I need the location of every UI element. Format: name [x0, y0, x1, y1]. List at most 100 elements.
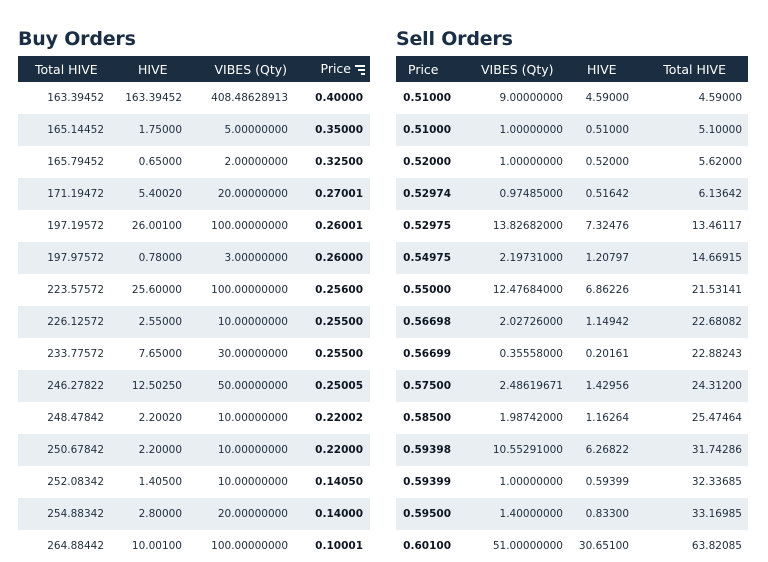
column-header-price[interactable]: Price [408, 61, 439, 77]
price-cell: 0.35000 [315, 124, 363, 136]
sell-orders-table: Price VIBES (Qty) HIVE Total HIVE 0.5100… [396, 56, 748, 562]
sell-order-row[interactable]: 0.59398 10.55291000 6.26822 31.74286 [396, 434, 748, 466]
total-hive-cell: 246.27822 [47, 380, 104, 392]
buy-order-row[interactable]: 197.19572 26.00100 100.00000000 0.26001 [18, 210, 370, 242]
buy-order-row[interactable]: 171.19472 5.40020 20.00000000 0.27001 [18, 178, 370, 210]
buy-orders-table: Total HIVE HIVE VIBES (Qty) Price 163.39… [18, 56, 370, 562]
buy-order-row[interactable]: 233.77572 7.65000 30.00000000 0.25500 [18, 338, 370, 370]
buy-order-row[interactable]: 163.39452 163.39452 408.48628913 0.40000 [18, 82, 370, 114]
price-cell: 0.25600 [315, 284, 363, 296]
total-hive-cell: 197.19572 [47, 220, 104, 232]
price-cell: 0.52000 [403, 156, 451, 168]
vibes-qty-cell: 30.00000000 [217, 348, 288, 360]
price-cell: 0.27001 [315, 188, 363, 200]
total-hive-cell: 21.53141 [691, 284, 742, 296]
buy-order-row[interactable]: 165.14452 1.75000 5.00000000 0.35000 [18, 114, 370, 146]
hive-cell: 6.86226 [585, 284, 629, 296]
column-header-total-hive[interactable]: Total HIVE [35, 61, 98, 77]
hive-cell: 0.20161 [585, 348, 629, 360]
sell-order-row[interactable]: 0.57500 2.48619671 1.42956 24.31200 [396, 370, 748, 402]
hive-cell: 30.65100 [578, 540, 629, 552]
column-header-hive[interactable]: HIVE [138, 61, 168, 77]
hive-cell: 2.80000 [138, 508, 182, 520]
total-hive-cell: 252.08342 [47, 476, 104, 488]
vibes-qty-cell: 0.97485000 [499, 188, 563, 200]
sell-order-row[interactable]: 0.54975 2.19731000 1.20797 14.66915 [396, 242, 748, 274]
total-hive-cell: 22.68082 [691, 316, 742, 328]
vibes-qty-cell: 10.55291000 [492, 444, 563, 456]
sell-orders-title: Sell Orders [396, 28, 513, 50]
vibes-qty-cell: 50.00000000 [217, 380, 288, 392]
price-cell: 0.54975 [403, 252, 451, 264]
sell-order-row[interactable]: 0.51000 1.00000000 0.51000 5.10000 [396, 114, 748, 146]
hive-cell: 10.00100 [131, 540, 182, 552]
sell-order-row[interactable]: 0.55000 12.47684000 6.86226 21.53141 [396, 274, 748, 306]
buy-order-row[interactable]: 264.88442 10.00100 100.00000000 0.10001 [18, 530, 370, 562]
hive-cell: 5.40020 [138, 188, 182, 200]
sort-icon[interactable] [355, 63, 365, 77]
column-header-vibes-qty[interactable]: VIBES (Qty) [214, 61, 287, 77]
total-hive-cell: 5.62000 [698, 156, 742, 168]
price-cell: 0.52974 [403, 188, 451, 200]
total-hive-cell: 163.39452 [47, 92, 104, 104]
buy-order-row[interactable]: 197.97572 0.78000 3.00000000 0.26000 [18, 242, 370, 274]
vibes-qty-cell: 10.00000000 [217, 412, 288, 424]
hive-cell: 7.32476 [585, 220, 629, 232]
total-hive-cell: 223.57572 [47, 284, 104, 296]
vibes-qty-cell: 408.48628913 [211, 92, 288, 104]
price-cell: 0.60100 [403, 540, 451, 552]
total-hive-cell: 264.88442 [47, 540, 104, 552]
vibes-qty-cell: 2.19731000 [499, 252, 563, 264]
buy-order-row[interactable]: 223.57572 25.60000 100.00000000 0.25600 [18, 274, 370, 306]
sell-orders-header: Price VIBES (Qty) HIVE Total HIVE [396, 56, 748, 82]
price-cell: 0.26000 [315, 252, 363, 264]
buy-orders-title: Buy Orders [18, 28, 136, 50]
sell-order-row[interactable]: 0.59500 1.40000000 0.83300 33.16985 [396, 498, 748, 530]
column-header-vibes-qty[interactable]: VIBES (Qty) [481, 61, 554, 77]
vibes-qty-cell: 10.00000000 [217, 316, 288, 328]
hive-cell: 163.39452 [125, 92, 182, 104]
buy-order-row[interactable]: 246.27822 12.50250 50.00000000 0.25005 [18, 370, 370, 402]
buy-order-row[interactable]: 254.88342 2.80000 20.00000000 0.14000 [18, 498, 370, 530]
vibes-qty-cell: 100.00000000 [211, 540, 288, 552]
buy-order-row[interactable]: 165.79452 0.65000 2.00000000 0.32500 [18, 146, 370, 178]
total-hive-cell: 250.67842 [47, 444, 104, 456]
sell-order-row[interactable]: 0.52974 0.97485000 0.51642 6.13642 [396, 178, 748, 210]
price-cell: 0.58500 [403, 412, 451, 424]
vibes-qty-cell: 1.40000000 [499, 508, 563, 520]
buy-order-row[interactable]: 252.08342 1.40500 10.00000000 0.14050 [18, 466, 370, 498]
hive-cell: 4.59000 [585, 92, 629, 104]
column-header-hive[interactable]: HIVE [587, 61, 617, 77]
buy-order-row[interactable]: 250.67842 2.20000 10.00000000 0.22000 [18, 434, 370, 466]
vibes-qty-cell: 10.00000000 [217, 476, 288, 488]
hive-cell: 0.51642 [585, 188, 629, 200]
column-header-total-hive[interactable]: Total HIVE [663, 61, 726, 77]
sell-order-row[interactable]: 0.60100 51.00000000 30.65100 63.82085 [396, 530, 748, 562]
total-hive-cell: 32.33685 [691, 476, 742, 488]
vibes-qty-cell: 1.00000000 [499, 476, 563, 488]
sell-order-row[interactable]: 0.56698 2.02726000 1.14942 22.68082 [396, 306, 748, 338]
sell-order-row[interactable]: 0.56699 0.35558000 0.20161 22.88243 [396, 338, 748, 370]
buy-order-row[interactable]: 226.12572 2.55000 10.00000000 0.25500 [18, 306, 370, 338]
vibes-qty-cell: 51.00000000 [492, 540, 563, 552]
sell-order-row[interactable]: 0.52000 1.00000000 0.52000 5.62000 [396, 146, 748, 178]
price-cell: 0.22002 [315, 412, 363, 424]
price-cell: 0.32500 [315, 156, 363, 168]
buy-order-row[interactable]: 248.47842 2.20020 10.00000000 0.22002 [18, 402, 370, 434]
sell-order-row[interactable]: 0.58500 1.98742000 1.16264 25.47464 [396, 402, 748, 434]
hive-cell: 1.40500 [138, 476, 182, 488]
sell-order-row[interactable]: 0.52975 13.82682000 7.32476 13.46117 [396, 210, 748, 242]
sell-order-row[interactable]: 0.51000 9.00000000 4.59000 4.59000 [396, 82, 748, 114]
total-hive-cell: 165.14452 [47, 124, 104, 136]
total-hive-cell: 4.59000 [698, 92, 742, 104]
price-cell: 0.14000 [315, 508, 363, 520]
sell-order-row[interactable]: 0.59399 1.00000000 0.59399 32.33685 [396, 466, 748, 498]
hive-cell: 2.55000 [138, 316, 182, 328]
price-cell: 0.52975 [403, 220, 451, 232]
hive-cell: 0.51000 [585, 124, 629, 136]
vibes-qty-cell: 3.00000000 [224, 252, 288, 264]
hive-cell: 0.65000 [138, 156, 182, 168]
vibes-qty-cell: 9.00000000 [499, 92, 563, 104]
total-hive-cell: 33.16985 [691, 508, 742, 520]
column-header-price[interactable]: Price [297, 56, 370, 82]
